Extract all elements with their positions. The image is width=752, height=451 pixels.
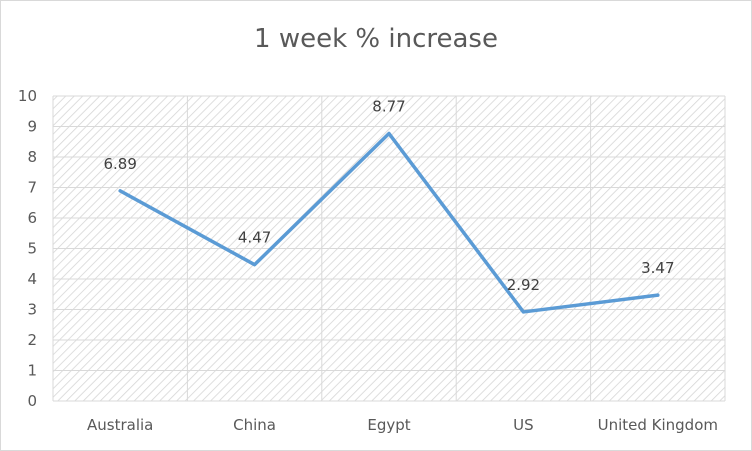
y-tick-label: 8 <box>27 148 37 166</box>
data-label: 6.89 <box>103 155 136 173</box>
gridlines <box>52 95 726 402</box>
data-point <box>118 189 122 193</box>
chart-title: 1 week % increase <box>254 24 498 54</box>
y-tick-label: 10 <box>18 87 37 105</box>
series-group <box>118 131 660 314</box>
x-tick-label: US <box>513 416 534 434</box>
y-tick-label: 7 <box>27 179 37 197</box>
data-label: 3.47 <box>641 259 674 277</box>
y-tick-label: 0 <box>27 392 37 410</box>
data-point <box>656 293 660 297</box>
x-tick-label: United Kingdom <box>598 416 718 434</box>
y-tick-label: 4 <box>27 270 37 288</box>
data-label: 8.77 <box>372 98 405 116</box>
y-axis: 0 1 2 3 4 5 6 7 8 9 10 <box>18 87 37 410</box>
data-labels: 6.89 4.47 8.77 2.92 3.47 <box>103 98 674 294</box>
data-point <box>521 310 525 314</box>
data-point <box>253 263 257 267</box>
x-axis: Australia China Egypt US United Kingdom <box>87 416 718 434</box>
data-label: 2.92 <box>507 276 540 294</box>
y-tick-label: 2 <box>27 331 37 349</box>
y-tick-label: 3 <box>27 301 37 319</box>
y-tick-label: 5 <box>27 240 37 258</box>
x-tick-label: Egypt <box>367 416 410 434</box>
y-tick-label: 1 <box>27 362 37 380</box>
y-tick-label: 6 <box>27 209 37 227</box>
x-tick-label: Australia <box>87 416 153 434</box>
data-point <box>387 132 391 136</box>
data-label: 4.47 <box>238 229 271 247</box>
y-tick-label: 9 <box>27 118 37 136</box>
x-tick-label: China <box>233 416 276 434</box>
